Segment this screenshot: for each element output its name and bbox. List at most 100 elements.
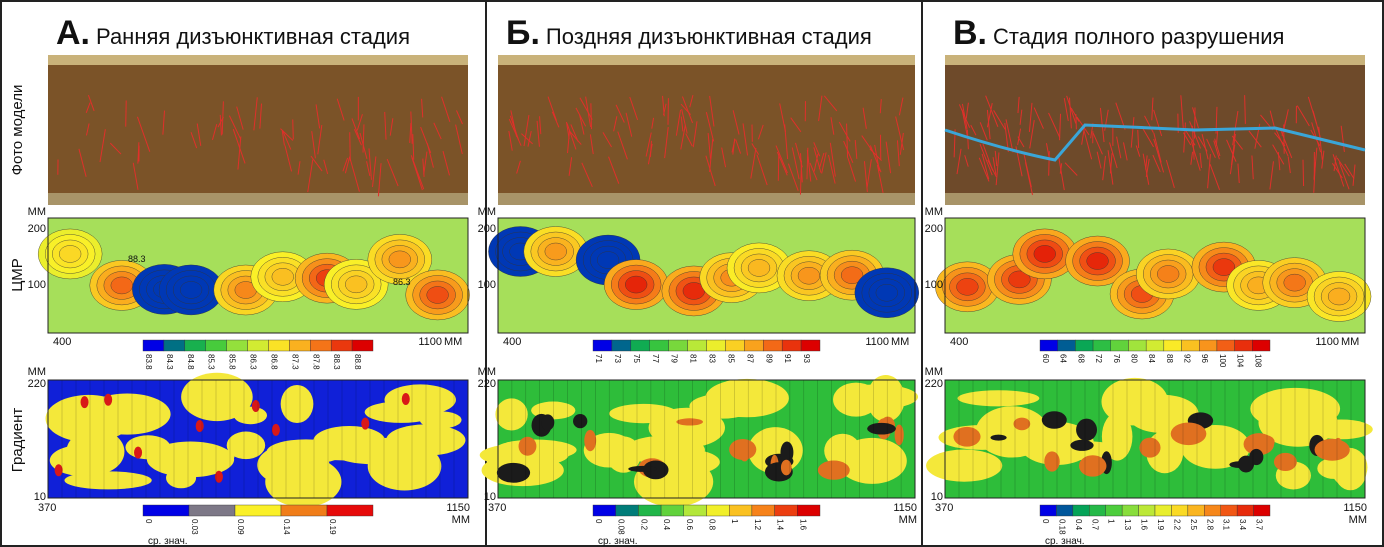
crack (721, 147, 727, 168)
colorbar-label: 89 (764, 354, 773, 363)
dem-map (37, 217, 470, 334)
y-tick-label: 100 (925, 279, 943, 291)
colorbar-cell (615, 504, 639, 517)
crack (709, 138, 714, 173)
crack (625, 112, 633, 137)
crack (651, 117, 655, 129)
x-tick-label: 1150 (446, 502, 470, 514)
crack (732, 110, 740, 135)
crack (109, 142, 122, 155)
crack (527, 131, 532, 147)
crack (1070, 107, 1080, 122)
colorbar-label: 0 (144, 519, 153, 524)
y-tick-label: 220 (28, 378, 46, 390)
colorbar-cell (611, 339, 632, 352)
colorbar-cell (1199, 339, 1218, 352)
crack (1269, 110, 1276, 129)
colorbar-label: 1.9 (1156, 519, 1165, 531)
grad-spot (541, 414, 555, 431)
crack (292, 119, 294, 140)
crack (579, 114, 585, 135)
crack (709, 95, 715, 127)
colorbar-cell (280, 504, 328, 517)
grad-spot (817, 460, 850, 480)
colorbar-cell (1056, 504, 1074, 517)
colorbar-label: 92 (1183, 354, 1192, 363)
crack (731, 139, 736, 153)
grad-blob (824, 433, 862, 468)
colorbar-cell (729, 504, 753, 517)
colorbar-cell (592, 504, 616, 517)
crack (898, 97, 904, 116)
crack (1064, 162, 1078, 176)
colorbar-cell (630, 339, 650, 352)
x-tick-label: 370 (38, 502, 56, 514)
crack (680, 125, 686, 150)
colorbar-cell (1154, 504, 1172, 517)
photo-bg (945, 55, 1365, 205)
crack (412, 134, 415, 160)
crack (1207, 154, 1211, 189)
crack (589, 134, 594, 155)
crack (351, 118, 361, 140)
crack (689, 94, 694, 108)
colorbar-cell (268, 339, 290, 352)
colorbar-cell (1075, 339, 1094, 352)
colorbar-cell (1163, 339, 1182, 352)
grad-blob (181, 372, 253, 422)
grad-spot (1139, 437, 1161, 458)
crack (1135, 145, 1141, 157)
crack (410, 111, 413, 144)
dem-contour (345, 275, 368, 294)
crack (735, 139, 742, 154)
y-tick-label: 100 (28, 279, 46, 291)
crack (685, 133, 693, 147)
panel-title-text: Стадия полного разрушения (993, 24, 1284, 49)
colorbar-cell (163, 339, 186, 352)
crack (281, 130, 285, 146)
colorbar-cell (1252, 339, 1271, 352)
colorbar-cell (687, 339, 707, 352)
crack (547, 96, 557, 121)
crack (1199, 152, 1202, 168)
crack (1096, 151, 1102, 169)
crack (85, 123, 90, 136)
grad-spot (1044, 451, 1060, 472)
crack (1165, 159, 1175, 189)
crack (750, 147, 757, 179)
dem-contour (1327, 287, 1351, 306)
colorbar-label: 0 (594, 519, 603, 524)
crack (809, 162, 818, 181)
crack (280, 128, 294, 141)
crack (590, 103, 592, 130)
grad-blob (364, 401, 438, 423)
crack (1344, 163, 1355, 179)
colorbar-cell (751, 504, 775, 517)
crack (567, 129, 571, 154)
crack (455, 124, 463, 155)
dem-contour (59, 245, 82, 263)
crack (1331, 163, 1343, 179)
crack (196, 123, 202, 146)
colorbar-cell (142, 339, 165, 352)
colorbar-cell (234, 504, 282, 517)
colorbar-label: 0.14 (282, 519, 291, 535)
colorbar-label: 3.7 (1255, 519, 1264, 531)
crack (895, 116, 905, 151)
grad-spot (894, 424, 904, 446)
crack (1287, 156, 1291, 174)
grad-blob (993, 422, 1048, 445)
crack (629, 96, 639, 121)
dem-contour (1157, 265, 1180, 283)
colorbar-label: 96 (1200, 354, 1209, 363)
crack (838, 121, 851, 142)
crack (1130, 117, 1135, 148)
ruler (498, 193, 915, 205)
dem-contour (956, 278, 979, 296)
crack (866, 159, 872, 189)
dem-frame (944, 217, 1366, 334)
crack (371, 156, 377, 187)
colorbar-label: 68 (1076, 354, 1085, 363)
crack (508, 118, 522, 146)
crack (136, 116, 151, 152)
